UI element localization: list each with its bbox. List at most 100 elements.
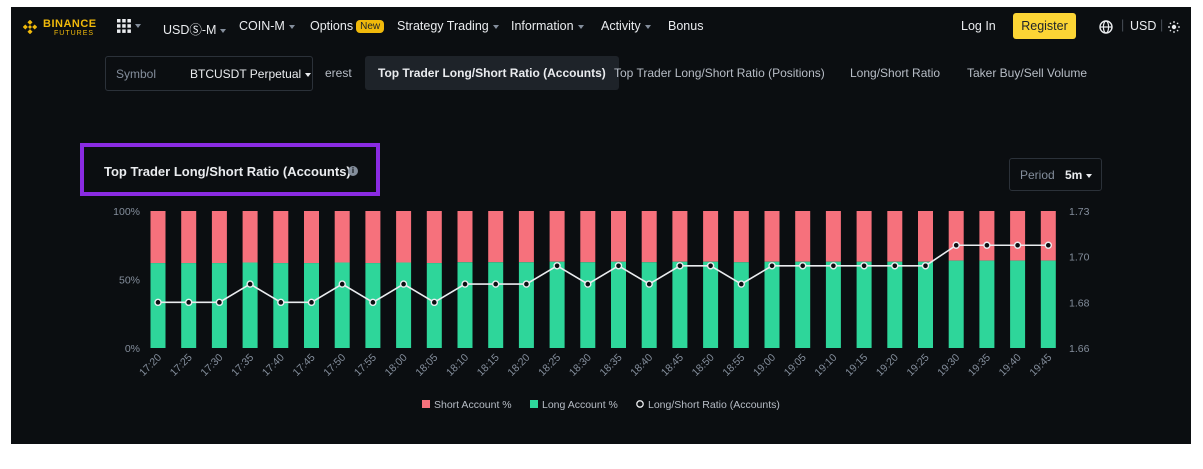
long-bar-18:40[interactable]	[641, 262, 657, 348]
ratio-point-18:50[interactable]	[706, 262, 715, 270]
ratio-point-17:25[interactable]	[184, 298, 193, 307]
ratio-point-19:15[interactable]	[860, 262, 868, 270]
tab-long-short-ratio[interactable]: Long/Short Ratio	[850, 66, 941, 80]
short-bar-17:30[interactable]	[211, 211, 227, 264]
long-bar-17:35[interactable]	[242, 262, 258, 348]
ratio-point-19:40[interactable]	[1013, 241, 1022, 249]
ratio-point-18:20[interactable]	[522, 280, 531, 288]
ratio-point-17:35[interactable]	[246, 280, 254, 288]
short-bar-18:15[interactable]	[488, 211, 504, 263]
ratio-point-17:20[interactable]	[154, 298, 162, 307]
nav-options[interactable]: Options New	[310, 19, 385, 33]
ratio-point-17:40[interactable]	[277, 298, 285, 307]
nav-coin-m[interactable]: COIN-M	[239, 19, 295, 33]
short-bar-19:40[interactable]	[1010, 211, 1026, 261]
period-selector[interactable]: Period 5m	[1009, 158, 1102, 191]
binance-futures-logo[interactable]: BINANCE FUTURES	[23, 16, 105, 38]
ratio-point-17:45[interactable]	[307, 298, 316, 307]
long-bar-19:30[interactable]	[948, 260, 964, 348]
language-selector[interactable]	[1099, 19, 1113, 34]
long-bar-18:50[interactable]	[703, 261, 719, 348]
theme-toggle[interactable]	[1168, 19, 1180, 33]
long-bar-18:45[interactable]	[672, 261, 688, 348]
long-bar-18:15[interactable]	[488, 262, 504, 348]
ratio-point-18:00[interactable]	[399, 280, 408, 288]
short-bar-18:35[interactable]	[611, 211, 626, 262]
ratio-point-17:30[interactable]	[215, 298, 224, 307]
ratio-point-19:25[interactable]	[921, 262, 930, 270]
ratio-point-18:55[interactable]	[737, 280, 745, 288]
currency-selector[interactable]: USD	[1130, 19, 1157, 33]
short-bar-17:50[interactable]	[334, 211, 350, 263]
short-bar-19:25[interactable]	[918, 211, 933, 262]
short-bar-19:30[interactable]	[948, 211, 964, 261]
tab-taker-buy-sell-volume[interactable]: Taker Buy/Sell Volume	[967, 66, 1088, 80]
long-bar-17:50[interactable]	[334, 262, 350, 348]
ratio-point-17:55[interactable]	[369, 298, 377, 307]
ratio-point-18:15[interactable]	[492, 280, 500, 288]
short-bar-17:40[interactable]	[273, 211, 289, 264]
long-bar-18:35[interactable]	[611, 261, 626, 348]
ratio-point-19:20[interactable]	[891, 262, 899, 270]
ratio-point-18:35[interactable]	[614, 262, 623, 270]
long-bar-18:30[interactable]	[580, 262, 596, 348]
ratio-point-18:25[interactable]	[553, 262, 561, 270]
short-bar-19:45[interactable]	[1040, 211, 1056, 261]
login-link[interactable]: Log In	[961, 19, 996, 33]
short-bar-18:40[interactable]	[641, 211, 657, 263]
short-bar-17:25[interactable]	[181, 211, 197, 264]
long-bar-18:20[interactable]	[518, 262, 534, 348]
symbol-selector[interactable]: Symbol BTCUSDT Perpetual	[105, 56, 313, 91]
legend-label[interactable]: Long/Short Ratio (Accounts)	[648, 399, 780, 411]
long-bar-19:10[interactable]	[825, 261, 841, 348]
long-bar-19:45[interactable]	[1040, 260, 1056, 348]
ratio-point-17:50[interactable]	[338, 280, 346, 288]
legend-label[interactable]: Long Account %	[542, 399, 618, 411]
short-bar-19:35[interactable]	[979, 211, 995, 261]
short-bar-18:10[interactable]	[457, 211, 473, 263]
long-bar-18:00[interactable]	[396, 262, 412, 348]
ratio-point-18:45[interactable]	[676, 262, 684, 270]
short-bar-18:00[interactable]	[396, 211, 412, 263]
short-bar-18:50[interactable]	[703, 211, 719, 262]
short-bar-18:25[interactable]	[549, 211, 565, 262]
long-bar-19:15[interactable]	[856, 261, 872, 348]
tab-open-interest[interactable]: erest	[325, 66, 352, 80]
tab-top-trader-accounts[interactable]: Top Trader Long/Short Ratio (Accounts)	[365, 56, 619, 90]
long-bar-18:25[interactable]	[549, 261, 565, 348]
short-bar-19:20[interactable]	[887, 211, 903, 262]
short-bar-19:15[interactable]	[856, 211, 872, 262]
long-bar-19:20[interactable]	[887, 261, 903, 348]
short-bar-17:55[interactable]	[365, 211, 381, 264]
short-bar-18:55[interactable]	[733, 211, 749, 263]
ratio-point-18:10[interactable]	[461, 280, 469, 288]
ratio-point-19:30[interactable]	[952, 241, 960, 249]
short-bar-17:45[interactable]	[304, 211, 319, 264]
tab-top-trader-positions[interactable]: Top Trader Long/Short Ratio (Positions)	[614, 66, 825, 80]
nav-information[interactable]: Information	[511, 19, 584, 33]
long-bar-18:10[interactable]	[457, 262, 473, 348]
short-bar-18:30[interactable]	[580, 211, 596, 263]
apps-grid-menu[interactable]	[117, 18, 141, 33]
short-bar-19:00[interactable]	[764, 211, 780, 262]
short-bar-18:45[interactable]	[672, 211, 688, 262]
ratio-point-18:05[interactable]	[430, 298, 438, 307]
long-bar-19:35[interactable]	[979, 260, 995, 348]
short-bar-19:10[interactable]	[825, 211, 841, 262]
ratio-point-19:00[interactable]	[768, 262, 776, 270]
ratio-point-18:40[interactable]	[645, 280, 653, 288]
short-bar-18:05[interactable]	[426, 211, 442, 264]
short-bar-19:05[interactable]	[795, 211, 811, 262]
long-bar-19:25[interactable]	[918, 261, 933, 348]
ratio-point-19:35[interactable]	[983, 241, 991, 249]
nav-bonus[interactable]: Bonus	[668, 19, 704, 33]
register-button[interactable]: Register	[1013, 13, 1076, 39]
long-bar-19:05[interactable]	[795, 261, 811, 348]
long-bar-19:00[interactable]	[764, 261, 780, 348]
short-bar-17:35[interactable]	[242, 211, 258, 263]
ratio-point-19:45[interactable]	[1044, 241, 1053, 249]
long-bar-18:55[interactable]	[733, 262, 749, 348]
ratio-point-19:10[interactable]	[829, 262, 838, 270]
ratio-point-18:30[interactable]	[584, 280, 592, 288]
legend-label[interactable]: Short Account %	[434, 399, 512, 411]
